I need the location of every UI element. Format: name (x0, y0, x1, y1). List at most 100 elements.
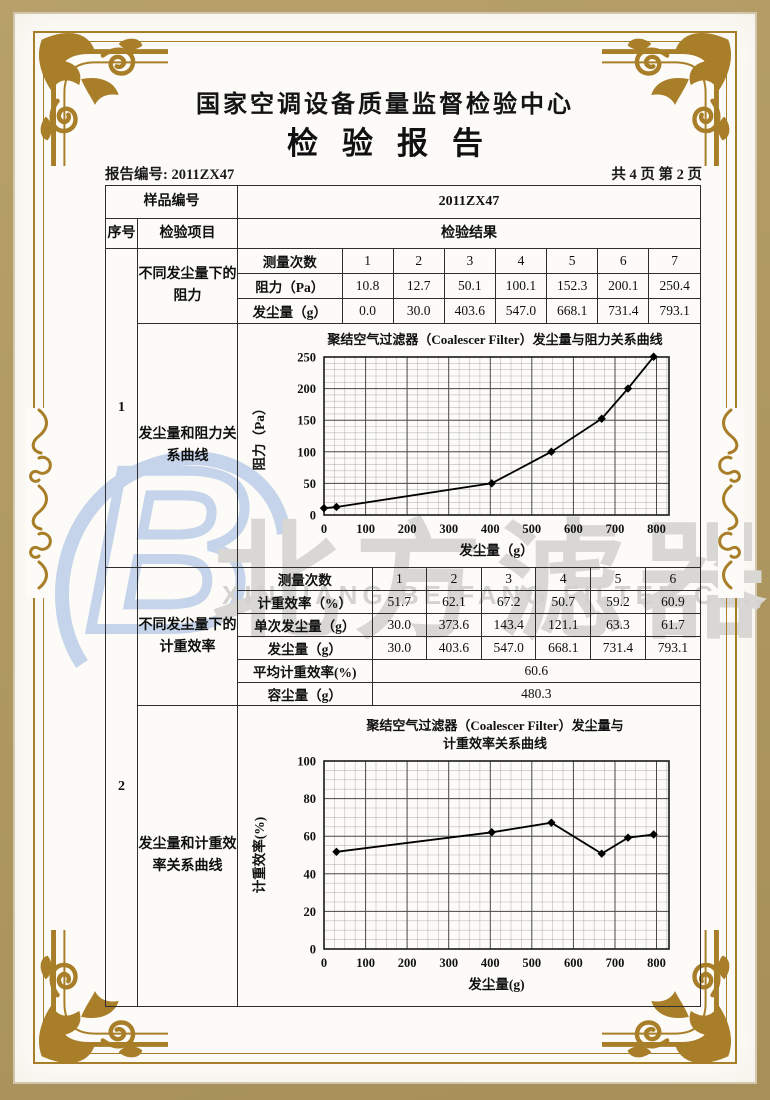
row-label: 测量次数 (238, 249, 343, 274)
data-cell: 2 (426, 568, 482, 591)
resistance-data-table: 测量次数 1 2 3 4 5 6 7 阻力（ (238, 249, 700, 323)
chart2-title-line1: 聚结空气过滤器（Coalescer Filter）发尘量与 (366, 717, 624, 733)
row-label: 容尘量（g） (238, 682, 373, 705)
svg-text:发尘量(g): 发尘量(g) (467, 976, 524, 992)
section1-curve-label: 发尘量和阻力关系曲线 (137, 323, 238, 568)
svg-text:40: 40 (303, 867, 316, 881)
svg-text:20: 20 (303, 905, 316, 919)
row-label: 阻力（Pa） (238, 273, 343, 299)
data-cell: 403.6 (443, 298, 496, 323)
svg-text:600: 600 (564, 522, 583, 536)
section2-seq: 2 (105, 567, 138, 1007)
data-cell: 50.1 (443, 273, 496, 299)
data-cell: 121.1 (535, 613, 592, 637)
resistance-data-table-cell: 测量次数 1 2 3 4 5 6 7 阻力（ (237, 248, 701, 324)
row-label: 发尘量（g） (238, 636, 373, 660)
efficiency-data-table: 测量次数 1 2 3 4 5 6 计重效率（%） (238, 568, 700, 705)
data-cell: 793.1 (644, 636, 700, 660)
data-cell: 2 (392, 249, 445, 274)
svg-text:800: 800 (647, 956, 666, 970)
table-row: 发尘量和计重效率关系曲线 聚结空气过滤器（Coalescer Filter）发尘… (106, 705, 701, 1007)
data-cell: 731.4 (590, 636, 646, 660)
data-cell: 3 (443, 249, 496, 274)
svg-text:200: 200 (397, 956, 416, 970)
report-meta-row: 报告编号: 2011ZX47 共 4 页 第 2 页 (105, 163, 702, 184)
resistance-curve-chart: 0 100 200 300 400 500 600 700 800 0 50 100 150 200 250… (251, 351, 670, 558)
svg-text:200: 200 (297, 382, 316, 396)
row-label: 平均计重效率(%) (238, 659, 373, 683)
data-cell: 30.0 (392, 298, 445, 323)
svg-text:700: 700 (605, 522, 624, 536)
report-number: 报告编号: 2011ZX47 (105, 167, 235, 183)
svg-text:100: 100 (297, 445, 316, 459)
data-cell: 1 (371, 568, 428, 591)
sample-number-value: 2011ZX47 (237, 185, 701, 219)
svg-text:100: 100 (356, 956, 375, 970)
row-label: 测量次数 (238, 568, 373, 591)
resistance-chart-cell: 聚结空气过滤器（Coalescer Filter）发尘量与阻力关系曲线 0 100… (237, 323, 701, 568)
data-cell: 5 (590, 568, 646, 591)
svg-text:800: 800 (647, 522, 666, 536)
data-cell: 4 (494, 249, 548, 274)
data-cell: 0.0 (341, 298, 394, 323)
chart2-title-line2: 计重效率关系曲线 (442, 736, 547, 751)
organization-title: 国家空调设备质量监督检验中心 (196, 92, 574, 118)
svg-text:400: 400 (480, 522, 499, 536)
sample-number-label: 样品编号 (105, 185, 238, 219)
column-header-result: 检验结果 (237, 218, 701, 249)
section2-item-label: 不同发尘量下的计重效率 (137, 567, 238, 706)
svg-text:200: 200 (397, 522, 416, 536)
table-row: 测量次数 1 2 3 4 5 6 7 (238, 249, 700, 274)
page-indicator: 共 4 页 第 2 页 (611, 167, 702, 183)
data-cell: 67.2 (480, 590, 537, 614)
svg-text:700: 700 (605, 956, 624, 970)
table-row: 容尘量（g） 480.3 (238, 682, 700, 705)
efficiency-chart-cell: 聚结空气过滤器（Coalescer Filter）发尘量与 计重效率关系曲线 0… (237, 705, 701, 1007)
table-row: 序号 检验项目 检验结果 (105, 218, 701, 249)
svg-text:400: 400 (480, 956, 499, 970)
data-cell: 143.4 (480, 613, 537, 637)
svg-text:60: 60 (303, 830, 316, 844)
svg-text:0: 0 (320, 522, 326, 536)
svg-text:0: 0 (309, 509, 315, 523)
table-row: 发尘量（g） 0.0 30.0 403.6 547.0 668.1 731.4 … (238, 298, 700, 323)
dust-capacity-value: 480.3 (371, 682, 700, 705)
table-row: 发尘量和阻力关系曲线 聚结空气过滤器（Coalescer Filter）发尘量与… (106, 323, 701, 568)
svg-text:600: 600 (564, 956, 583, 970)
svg-text:150: 150 (297, 414, 316, 428)
data-cell: 7 (648, 249, 700, 274)
table-row: 单次发尘量（g） 30.0 373.6 143.4 121.1 63.3 61.… (238, 613, 700, 637)
data-cell: 6 (644, 568, 700, 591)
data-cell: 1 (341, 249, 394, 274)
row-label: 发尘量（g） (238, 298, 343, 323)
table-row: 平均计重效率(%) 60.6 (238, 659, 700, 683)
data-cell: 12.7 (392, 273, 445, 299)
svg-text:阻力（Pa）: 阻力（Pa） (251, 402, 267, 471)
data-cell: 373.6 (426, 613, 482, 637)
efficiency-data-table-cell: 测量次数 1 2 3 4 5 6 计重效率（%） (237, 567, 701, 706)
data-cell: 731.4 (597, 298, 650, 323)
report-title: 检验报告 (287, 126, 507, 161)
section1-seq: 1 (105, 248, 138, 568)
column-header-item: 检验项目 (137, 218, 238, 249)
table-row: 测量次数 1 2 3 4 5 6 (238, 568, 700, 591)
chart1-title: 聚结空气过滤器（Coalescer Filter）发尘量与阻力关系曲线 (327, 331, 663, 347)
svg-text:300: 300 (439, 522, 458, 536)
data-cell: 61.7 (644, 613, 700, 637)
data-cell: 6 (597, 249, 650, 274)
data-cell: 59.2 (590, 590, 646, 614)
data-cell: 403.6 (426, 636, 482, 660)
data-cell: 50.7 (535, 590, 592, 614)
data-cell: 668.1 (535, 636, 592, 660)
svg-text:0: 0 (309, 943, 315, 957)
row-label: 单次发尘量（g） (238, 613, 373, 637)
data-cell: 250.4 (648, 273, 700, 299)
data-cell: 547.0 (494, 298, 548, 323)
data-cell: 63.3 (590, 613, 646, 637)
svg-text:100: 100 (356, 522, 375, 536)
data-cell: 5 (546, 249, 599, 274)
table-row: 阻力（Pa） 10.8 12.7 50.1 100.1 152.3 200.1 … (238, 273, 700, 299)
avg-efficiency-value: 60.6 (371, 659, 700, 683)
svg-text:发尘量（g）: 发尘量（g） (458, 542, 533, 558)
